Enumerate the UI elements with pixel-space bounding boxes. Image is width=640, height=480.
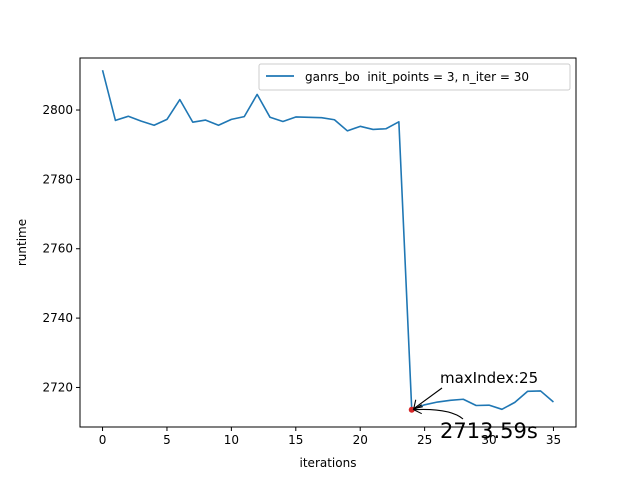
x-tick-label: 0 xyxy=(99,433,107,447)
x-axis: 0 5 10 15 20 25 30 35 xyxy=(99,427,561,447)
annotation-maxindex: maxIndex:25 xyxy=(440,369,538,387)
legend-box xyxy=(258,63,571,91)
annotation-arrowhead-maxindex xyxy=(413,399,423,410)
x-tick-label: 15 xyxy=(288,433,303,447)
x-tick-label: 25 xyxy=(417,433,432,447)
annotation-arrowhead-value xyxy=(412,404,423,415)
x-tick-label: 35 xyxy=(546,433,561,447)
y-axis-label: runtime xyxy=(15,219,29,266)
x-tick-label: 5 xyxy=(163,433,171,447)
x-tick-label: 10 xyxy=(224,433,239,447)
annotation-arrow-maxindex xyxy=(413,387,443,410)
annotation-arrow-value xyxy=(413,408,464,420)
min-point-marker xyxy=(408,406,415,413)
series-layer xyxy=(101,69,554,413)
x-axis-label: iterations xyxy=(300,456,357,470)
series-line xyxy=(101,69,554,411)
legend: ganrs_bo init_points = 3, n_iter = 30 xyxy=(258,63,571,91)
plot-area xyxy=(79,57,577,428)
y-axis: 2720 2740 2760 2780 2800 xyxy=(42,103,80,394)
y-tick-label: 2720 xyxy=(42,380,73,394)
x-tick-label: 30 xyxy=(481,433,496,447)
legend-entry-label: ganrs_bo init_points = 3, n_iter = 30 xyxy=(305,70,529,84)
x-tick-label: 20 xyxy=(353,433,368,447)
annotation-layer: maxIndex:25 2713.59s xyxy=(412,369,538,443)
y-tick-label: 2740 xyxy=(42,311,73,325)
y-tick-label: 2780 xyxy=(42,172,73,186)
y-tick-label: 2800 xyxy=(42,103,73,117)
annotation-min-value: 2713.59s xyxy=(440,419,538,443)
y-tick-label: 2760 xyxy=(42,242,73,256)
